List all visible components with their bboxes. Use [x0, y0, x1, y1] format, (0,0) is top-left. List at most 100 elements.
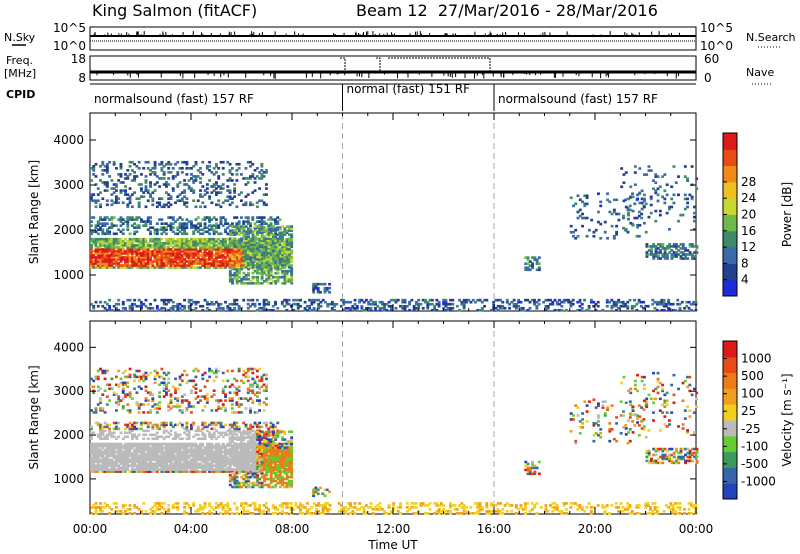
- range-gate-cell: [96, 237, 100, 241]
- range-gate-cell: [205, 442, 209, 446]
- range-gate-cell: [99, 435, 102, 439]
- range-gate-cell: [164, 232, 168, 236]
- range-gate-cell: [221, 243, 225, 247]
- range-gate-cell: [214, 458, 218, 462]
- range-gate-cell: [260, 264, 264, 267]
- range-gate-cell: [183, 230, 187, 234]
- range-gate-cell: [96, 241, 100, 245]
- range-gate-cell: [283, 231, 287, 234]
- range-gate-cell: [285, 255, 289, 259]
- range-gate-cell: [203, 468, 207, 471]
- range-gate-cell: [656, 247, 660, 250]
- range-gate-cell: [192, 164, 196, 168]
- range-gate-cell: [174, 262, 177, 265]
- range-gate-cell: [249, 298, 252, 302]
- range-gate-cell: [287, 243, 291, 247]
- range-gate-cell: [144, 205, 148, 209]
- range-gate-cell: [635, 234, 639, 238]
- range-gate-cell: [239, 248, 243, 251]
- range-gate-cell: [164, 444, 168, 448]
- range-gate-cell: [176, 450, 180, 454]
- range-gate-cell: [237, 271, 241, 275]
- range-gate-cell: [101, 454, 105, 458]
- range-gate-cell: [201, 444, 205, 448]
- range-gate-cell: [101, 462, 105, 466]
- range-gate-cell: [208, 470, 212, 473]
- range-gate-cell: [226, 468, 230, 471]
- range-gate-cell: [153, 162, 157, 166]
- range-gate-cell: [256, 237, 260, 241]
- range-gate-cell: [160, 266, 164, 269]
- range-gate-cell: [101, 442, 105, 446]
- range-gate-cell: [114, 468, 118, 471]
- range-gate-cell: [224, 448, 227, 452]
- range-gate-cell: [124, 220, 127, 223]
- range-gate-cell: [133, 450, 137, 454]
- range-gate-cell: [146, 423, 150, 427]
- range-gate-cell: [169, 162, 173, 166]
- range-gate-cell: [103, 169, 107, 172]
- range-gate-cell: [210, 460, 214, 464]
- range-gate-cell: [146, 254, 150, 257]
- range-gate-cell: [119, 245, 123, 249]
- range-gate-cell: [119, 470, 123, 473]
- range-gate-cell: [649, 197, 653, 201]
- range-gate-cell: [690, 253, 694, 256]
- range-gate-cell: [158, 248, 162, 251]
- range-gate-cell: [119, 191, 123, 194]
- range-gate-cell: [171, 258, 175, 261]
- range-gate-cell: [217, 302, 221, 306]
- range-gate-cell: [92, 448, 96, 452]
- range-gate-cell: [208, 458, 212, 462]
- range-gate-cell: [174, 175, 177, 178]
- range-gate-cell: [305, 308, 309, 312]
- range-gate-cell: [233, 456, 237, 460]
- range-gate-cell: [233, 446, 237, 450]
- range-gate-cell: [135, 448, 139, 452]
- range-gate-cell: [126, 446, 130, 450]
- range-gate-cell: [637, 214, 641, 218]
- range-gate-cell: [256, 269, 260, 273]
- range-gate-cell: [194, 448, 198, 452]
- range-gate-cell: [258, 229, 262, 232]
- range-gate-cell: [510, 300, 514, 304]
- range-gate-cell: [103, 442, 107, 446]
- range-gate-cell: [524, 298, 527, 302]
- range-gate-cell: [142, 442, 146, 446]
- range-gate-cell: [626, 206, 630, 210]
- range-gate-cell: [212, 454, 216, 458]
- range-gate-cell: [283, 250, 287, 253]
- range-gate-cell: [126, 245, 130, 249]
- range-gate-cell: [185, 446, 189, 450]
- range-gate-cell: [101, 431, 105, 435]
- range-gate-cell: [105, 308, 109, 312]
- range-gate-cell: [203, 256, 207, 259]
- range-gate-cell: [194, 252, 198, 255]
- range-gate-cell: [260, 306, 264, 310]
- range-gate-cell: [183, 444, 187, 448]
- range-gate-cell: [274, 256, 277, 259]
- range-gate-cell: [212, 232, 216, 236]
- range-gate-cell: [659, 257, 663, 260]
- range-gate-cell: [126, 226, 130, 230]
- range-gate-cell: [212, 228, 216, 232]
- range-gate-cell: [199, 260, 202, 263]
- range-gate-cell: [627, 197, 630, 201]
- range-gate-cell: [108, 304, 112, 308]
- range-gate-cell: [137, 250, 141, 253]
- range-gate-cell: [264, 464, 268, 468]
- range-gate-cell: [237, 304, 241, 308]
- range-gate-cell: [96, 260, 100, 263]
- range-gate-cell: [555, 300, 559, 304]
- range-gate-cell: [233, 308, 237, 312]
- range-gate-cell: [196, 230, 200, 234]
- range-gate-cell: [249, 442, 252, 446]
- range-gate-cell: [269, 249, 273, 253]
- range-gate-cell: [265, 229, 269, 232]
- range-gate-cell: [162, 470, 166, 473]
- range-gate-cell: [244, 452, 248, 456]
- range-gate-cell: [208, 450, 212, 454]
- range-gate-cell: [92, 304, 96, 308]
- range-gate-cell: [103, 248, 107, 251]
- range-gate-cell: [130, 437, 134, 441]
